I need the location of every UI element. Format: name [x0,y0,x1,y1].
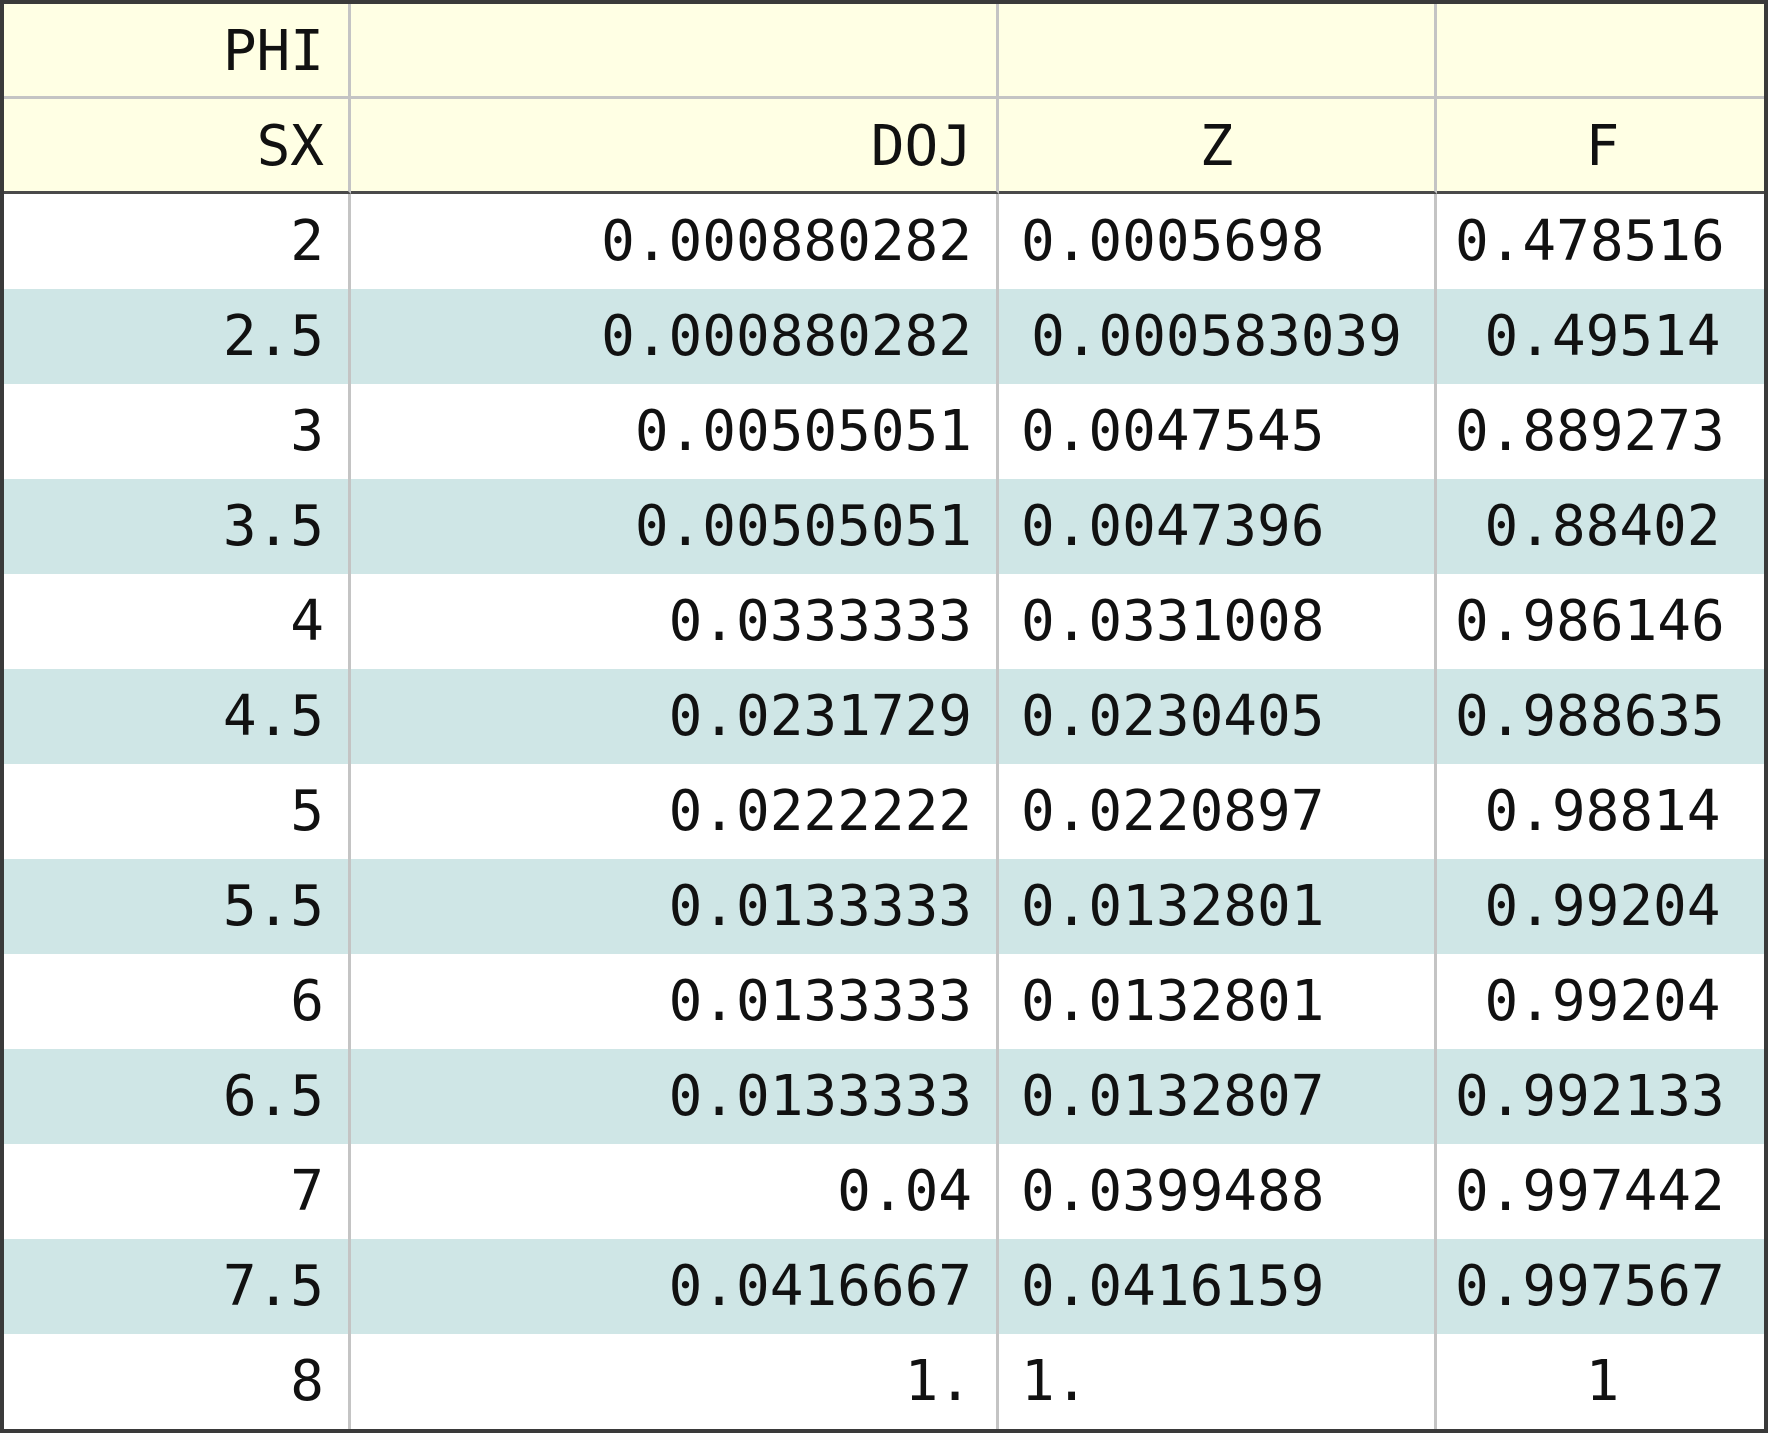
table-cell-doj: 0.0133333 [351,954,999,1049]
table-cell-f: 0.478516 [1437,194,1764,289]
table-cell-f: 0.889273 [1437,384,1764,479]
table-cell-doj: 0.0333333 [351,574,999,669]
column-header-z: Z [999,99,1437,194]
table-cell-sx: 3 [4,384,351,479]
table-cell-z: 0.0331008 [999,574,1437,669]
table-cell-sx: 4.5 [4,669,351,764]
table-cell-f: 0.997442 [1437,1144,1764,1239]
table-cell-f: 0.99204 [1437,954,1764,1049]
table-cell-sx: 3.5 [4,479,351,574]
table-cell-f: 0.98814 [1437,764,1764,859]
table-cell-doj: 0.0133333 [351,1049,999,1144]
table-cell-doj: 0.04 [351,1144,999,1239]
table-cell-f: 0.49514 [1437,289,1764,384]
table-cell-f: 0.99204 [1437,859,1764,954]
table-cell-doj: 0.000880282 [351,289,999,384]
table-cell-f: 0.988635 [1437,669,1764,764]
table-cell-doj: 0.0222222 [351,764,999,859]
table-cell-f: 0.992133 [1437,1049,1764,1144]
header-cell-empty [1437,4,1764,99]
table-cell-z: 0.0399488 [999,1144,1437,1239]
table-cell-f: 0.88402 [1437,479,1764,574]
table-cell-sx: 6.5 [4,1049,351,1144]
column-header-doj: DOJ [351,99,999,194]
table-cell-doj: 1. [351,1334,999,1429]
table-cell-z: 1. [999,1334,1437,1429]
table-cell-sx: 2 [4,194,351,289]
table-cell-z: 0.0047545 [999,384,1437,479]
table-cell-z: 0.0132801 [999,954,1437,1049]
table-cell-doj: 0.0231729 [351,669,999,764]
table-cell-sx: 2.5 [4,289,351,384]
table-cell-sx: 8 [4,1334,351,1429]
table-cell-z: 0.0416159 [999,1239,1437,1334]
table-cell-z: 0.0132801 [999,859,1437,954]
table-cell-z: 0.0047396 [999,479,1437,574]
table-cell-f: 0.997567 [1437,1239,1764,1334]
table-cell-sx: 5 [4,764,351,859]
header-cell-phi: PHI [4,4,351,99]
table-cell-z: 0.000583039 [999,289,1437,384]
table-cell-sx: 7 [4,1144,351,1239]
table-cell-z: 0.0132807 [999,1049,1437,1144]
table-cell-doj: 0.00505051 [351,384,999,479]
header-cell-empty [999,4,1437,99]
column-header-sx: SX [4,99,351,194]
header-cell-empty [351,4,999,99]
table-cell-sx: 7.5 [4,1239,351,1334]
table-cell-f: 1 [1437,1334,1764,1429]
table-cell-z: 0.0220897 [999,764,1437,859]
table-cell-sx: 5.5 [4,859,351,954]
table-cell-sx: 6 [4,954,351,1049]
table-cell-doj: 0.0416667 [351,1239,999,1334]
table-cell-doj: 0.0133333 [351,859,999,954]
table-cell-f: 0.986146 [1437,574,1764,669]
table-cell-doj: 0.00505051 [351,479,999,574]
table-cell-z: 0.0230405 [999,669,1437,764]
table-cell-sx: 4 [4,574,351,669]
table-cell-doj: 0.000880282 [351,194,999,289]
table-cell-z: 0.0005698 [999,194,1437,289]
column-header-f: F [1437,99,1764,194]
